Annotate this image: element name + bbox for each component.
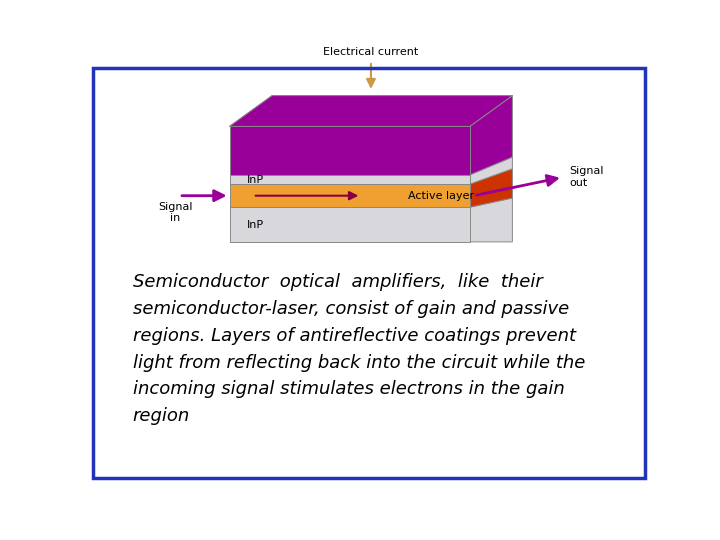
Text: regions. Layers of antireflective coatings prevent: regions. Layers of antireflective coatin… <box>132 327 575 345</box>
Text: Electrical current: Electrical current <box>323 47 418 57</box>
Polygon shape <box>469 157 513 184</box>
Polygon shape <box>469 96 513 175</box>
Polygon shape <box>230 96 513 126</box>
Text: Signal
out: Signal out <box>569 166 603 188</box>
Bar <box>230 175 469 184</box>
Bar <box>230 207 469 242</box>
Bar <box>230 126 469 175</box>
Text: InP: InP <box>246 220 264 229</box>
Text: region: region <box>132 408 190 426</box>
Polygon shape <box>469 198 513 242</box>
Text: Signal
in: Signal in <box>158 202 192 224</box>
Polygon shape <box>469 168 513 207</box>
Polygon shape <box>230 96 513 126</box>
Bar <box>230 184 469 207</box>
Text: light from reflecting back into the circuit while the: light from reflecting back into the circ… <box>132 354 585 372</box>
Text: Active layer: Active layer <box>408 191 474 201</box>
Text: incoming signal stimulates electrons in the gain: incoming signal stimulates electrons in … <box>132 381 564 399</box>
Text: semiconductor-laser, consist of gain and passive: semiconductor-laser, consist of gain and… <box>132 300 569 318</box>
Text: InP: InP <box>246 174 264 185</box>
Text: Semiconductor  optical  amplifiers,  like  their: Semiconductor optical amplifiers, like t… <box>132 273 542 291</box>
